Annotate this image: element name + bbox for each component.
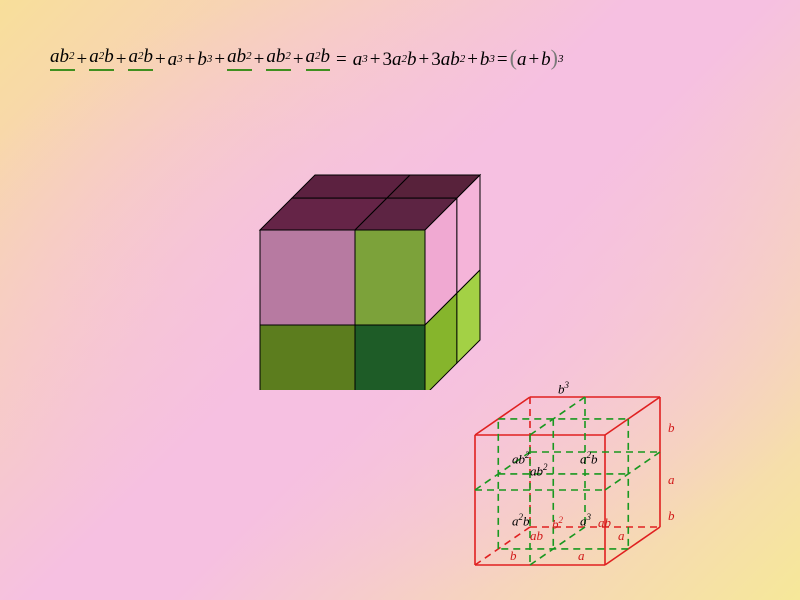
wireframe-cube-diagram: b3ab2ab2a2ba2bb2aba3abababab [450, 380, 710, 590]
cube-label: b [668, 420, 675, 436]
binomial-formula: ab2+a2b+a2b+a3+b3+ab2+ab2+a2b=a3+3a2b+3a… [50, 45, 564, 71]
content-layer: ab2+a2b+a2b+a3+b3+ab2+ab2+a2b=a3+3a2b+3a… [0, 0, 800, 600]
cube-label: b [668, 508, 675, 524]
cube-label: a [668, 472, 675, 488]
cube-label: ab [598, 515, 611, 531]
cube-label: b2 [552, 515, 563, 532]
cube-label: b3 [558, 380, 569, 397]
cube-label: a2b [512, 512, 530, 529]
cube-label: b [510, 548, 517, 564]
solid-cube-diagram [250, 150, 490, 390]
cube-label: a3 [580, 512, 591, 529]
cube-label: a [578, 548, 585, 564]
cube-label: a [618, 528, 625, 544]
cube-label: ab2 [530, 462, 548, 479]
cube-label: ab2 [512, 450, 530, 467]
cube-label: a2b [580, 450, 598, 467]
cube-label: ab [530, 528, 543, 544]
